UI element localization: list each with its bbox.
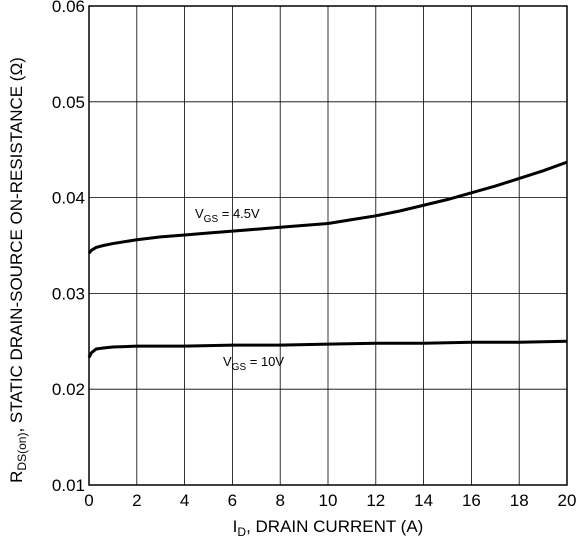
series-label-sub: GS [204, 214, 219, 225]
series-line-1 [87, 339, 568, 359]
series-label-vgs-4.5v: VGS = 4.5V [195, 206, 260, 225]
y-axis-label-sub: DS(on) [15, 433, 29, 471]
x-tick-label: 16 [462, 491, 481, 510]
x-axis-label-main: I [233, 517, 238, 536]
x-axis-label: ID, DRAIN CURRENT (A) [233, 517, 424, 539]
series-label-rest: = 10V [246, 354, 284, 369]
series-lines [87, 160, 568, 359]
series-label-main: V [223, 354, 232, 369]
y-axis-label-main: R [7, 471, 26, 483]
x-axis-label-rest: , DRAIN CURRENT (A) [246, 517, 423, 536]
series-line-0 [87, 160, 568, 255]
x-tick-label: 6 [228, 491, 237, 510]
x-tick-labels: 0 2 4 6 8 10 12 14 16 18 20 [84, 491, 576, 510]
x-tick-label: 0 [84, 491, 93, 510]
plot-frame [88, 5, 568, 486]
y-tick-labels: 0.01 0.02 0.03 0.04 0.05 0.06 [52, 0, 85, 495]
series-label-rest: = 4.5V [218, 206, 260, 221]
y-tick-label: 0.06 [52, 0, 85, 16]
x-tick-label: 18 [510, 491, 529, 510]
grid [88, 5, 568, 486]
y-axis-label: RDS(on), STATIC DRAIN-SOURCE ON-RESISTAN… [7, 57, 29, 483]
y-axis-label-rest: , STATIC DRAIN-SOURCE ON-RESISTANCE (Ω) [7, 57, 26, 432]
x-tick-label: 14 [414, 491, 433, 510]
x-tick-label: 10 [319, 491, 338, 510]
y-tick-label: 0.01 [52, 476, 85, 495]
x-axis-label-sub: D [237, 525, 246, 539]
series-label-main: V [195, 206, 204, 221]
x-tick-label: 4 [180, 491, 189, 510]
y-tick-label: 0.05 [52, 93, 85, 112]
x-tick-label: 8 [275, 491, 284, 510]
y-tick-label: 0.02 [52, 380, 85, 399]
x-tick-label: 2 [132, 491, 141, 510]
series-label-vgs-10v: VGS = 10V [223, 354, 284, 373]
series-label-sub: GS [232, 362, 247, 373]
x-tick-label: 20 [558, 491, 577, 510]
x-tick-label: 12 [366, 491, 385, 510]
y-tick-label: 0.03 [52, 284, 85, 303]
y-tick-label: 0.04 [52, 189, 85, 208]
